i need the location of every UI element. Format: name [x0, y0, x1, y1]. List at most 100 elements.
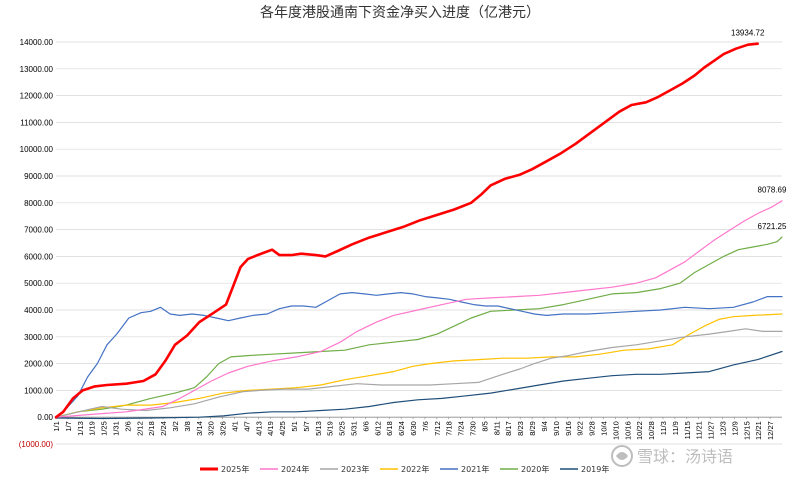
x-tick-label: 10/28 [647, 421, 656, 440]
x-tick-label: 4/1 [231, 421, 240, 431]
x-tick-label: 5/13 [314, 421, 323, 436]
legend-label: 2023年 [341, 464, 369, 474]
x-tick-label: 6/6 [361, 421, 370, 431]
x-tick-label: 12/3 [718, 421, 727, 436]
series-line-2021 [55, 292, 783, 418]
x-tick-label: 6/30 [409, 421, 418, 436]
y-axis-ticks: (1000.00) 0.00 1000.00 2000.00 3000.00 4000.0… [19, 38, 54, 449]
x-tick-label: 1/25 [100, 421, 109, 436]
x-tick-label: 11/15 [683, 421, 692, 439]
x-tick-label: 3/20 [207, 421, 216, 436]
x-tick-label: 8/17 [504, 421, 513, 436]
legend-label: 2021年 [461, 464, 489, 474]
x-tick-label: 3/26 [219, 421, 228, 436]
x-tick-label: 4/13 [254, 421, 263, 436]
y-tick-label: 7000.00 [24, 226, 53, 235]
x-tick-label: 8/11 [492, 421, 501, 435]
end-value-label: 8078.69 [758, 186, 787, 195]
series-line-2023 [55, 328, 783, 418]
x-tick-label: 3/2 [171, 421, 180, 431]
x-tick-label: 2/6 [123, 421, 132, 431]
legend-label: 2025年 [221, 464, 249, 474]
x-tick-label: 10/16 [623, 421, 632, 440]
series-line-2024 [55, 200, 783, 418]
series-line-2022 [55, 313, 783, 418]
legend: 2025年 2024年 2023年 2022年 2021年 2020年 2019年 [200, 464, 609, 474]
y-tick-label: 10000.00 [20, 145, 54, 154]
x-tick-label: 4/25 [278, 421, 287, 436]
x-axis-ticks: 1/1 1/7 1/13 1/19 1/25 1/31 2/6 2/12 2/18 2/24 3/2… [52, 417, 775, 440]
legend-label: 2020年 [521, 464, 549, 474]
y-tick-label: 0.00 [37, 413, 53, 422]
x-tick-label: 3/8 [183, 421, 192, 431]
watermark: 雪球：汤诗语 [611, 445, 733, 467]
chart-title: 各年度港股通南下资金净买入进度（亿港元） [260, 5, 540, 21]
x-tick-label: 10/10 [611, 421, 620, 440]
x-tick-label: 5/1 [290, 421, 299, 431]
y-tick-label: 6000.00 [24, 252, 53, 261]
x-tick-label: 1/19 [88, 421, 97, 436]
x-tick-label: 9/16 [564, 421, 573, 436]
y-tick-label: 9000.00 [24, 172, 53, 181]
x-tick-label: 5/31 [350, 421, 359, 436]
series-line-2025 [54, 42, 759, 419]
y-tick-label: 11000.00 [20, 118, 53, 127]
grid [56, 41, 782, 445]
y-tick-label: 14000.00 [20, 38, 54, 47]
y-tick-label: 12000.00 [20, 92, 54, 101]
x-tick-label: 4/19 [266, 421, 275, 436]
x-tick-label: 10/22 [635, 421, 644, 440]
x-tick-label: 9/10 [552, 421, 561, 436]
x-tick-label: 1/1 [52, 421, 61, 431]
legend-label: 2019年 [581, 464, 609, 474]
x-tick-label: 1/31 [112, 421, 121, 436]
x-tick-label: 11/27 [707, 421, 716, 439]
watermark-text: 雪球：汤诗语 [637, 447, 733, 466]
x-tick-label: 7/6 [421, 421, 430, 431]
y-tick-label: 3000.00 [24, 333, 53, 342]
x-tick-label: 2/24 [159, 421, 168, 436]
y-tick-label: 2000.00 [24, 360, 53, 369]
x-tick-label: 7/18 [445, 421, 454, 436]
series-line-2019 [55, 350, 783, 420]
x-tick-label: 8/5 [480, 421, 489, 431]
x-tick-label: 9/22 [576, 421, 585, 436]
y-tick-label: 8000.00 [24, 199, 53, 208]
snowball-logo-icon [611, 445, 633, 467]
x-tick-label: 6/12 [373, 421, 382, 436]
x-tick-label: 11/9 [671, 421, 680, 435]
x-tick-label: 1/7 [64, 421, 73, 431]
x-tick-label: 3/14 [195, 421, 204, 436]
x-tick-label: 7/12 [433, 421, 442, 436]
x-tick-label: 10/4 [599, 421, 608, 436]
x-tick-label: 7/30 [469, 421, 478, 436]
x-tick-label: 6/18 [385, 421, 394, 436]
series-lines [54, 42, 783, 420]
x-tick-label: 2/12 [135, 421, 144, 436]
x-tick-label: 12/27 [766, 421, 775, 440]
x-tick-label: 1/13 [76, 421, 85, 436]
y-tick-label: 5000.00 [24, 279, 53, 288]
x-tick-label: 12/9 [730, 421, 739, 436]
x-tick-label: 11/3 [659, 421, 668, 435]
x-tick-label: 5/19 [326, 421, 335, 436]
y-tick-label: 4000.00 [24, 306, 53, 315]
end-labels: 13934.72 8078.69 6721.25 [731, 29, 787, 231]
x-tick-label: 7/24 [457, 421, 466, 436]
x-tick-label: 9/4 [540, 421, 549, 431]
end-value-label: 13934.72 [731, 29, 765, 38]
x-tick-label: 6/24 [397, 421, 406, 436]
snowball-logo-mark [616, 452, 628, 460]
x-tick-label: 5/7 [302, 421, 311, 431]
x-tick-label: 11/21 [695, 421, 704, 439]
legend-label: 2024年 [281, 464, 309, 474]
x-tick-label: 9/28 [588, 421, 597, 436]
y-tick-label: 13000.00 [20, 65, 54, 74]
x-tick-label: 5/25 [338, 421, 347, 436]
x-tick-label: 8/23 [516, 421, 525, 436]
x-tick-label: 12/15 [742, 421, 751, 440]
x-tick-label: 8/29 [528, 421, 537, 436]
y-tick-label: (1000.00) [19, 440, 54, 449]
end-value-label: 6721.25 [758, 222, 787, 231]
